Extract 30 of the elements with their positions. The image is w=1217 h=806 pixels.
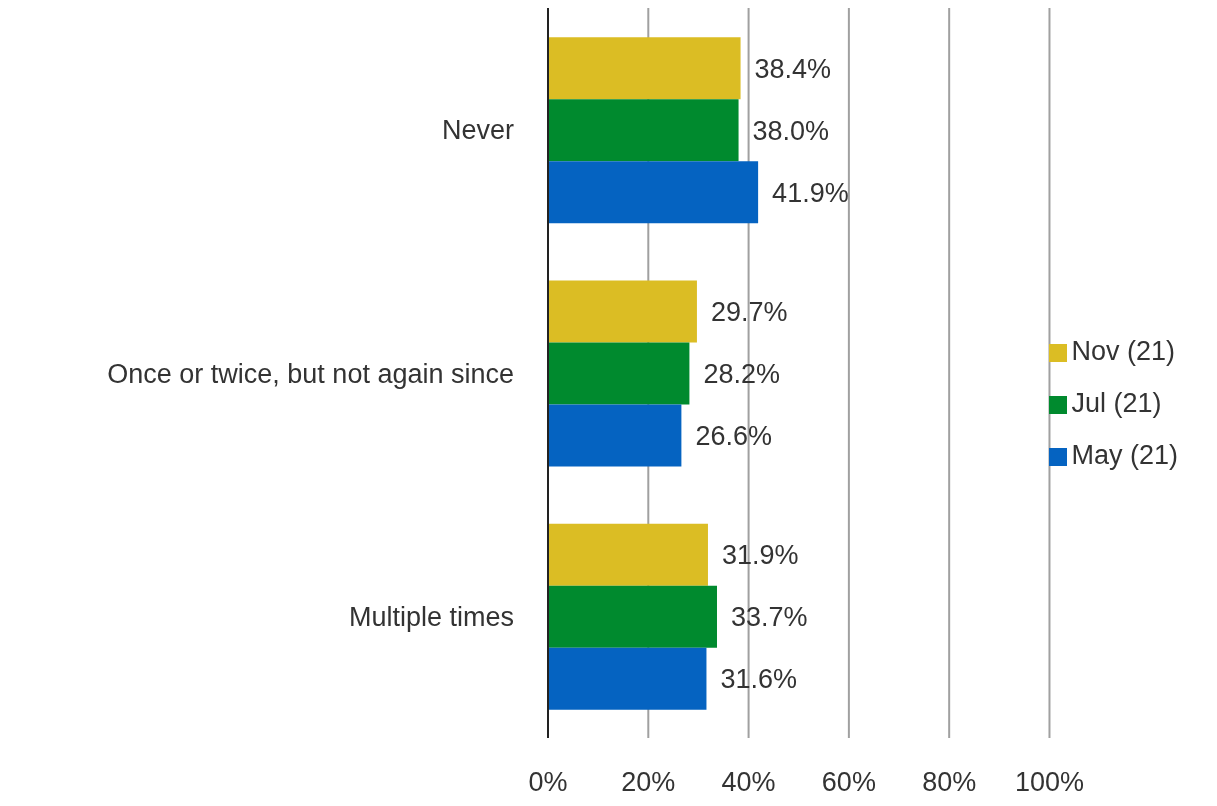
y-tick-label: Multiple times [348,601,514,632]
x-tick-label: 60% [821,767,876,798]
y-tick-label: Once or twice, but not again since [107,358,514,389]
data-label: 31.6% [720,664,798,695]
bar [548,161,759,224]
x-tick-label: 100% [1014,767,1084,798]
data-label: 28.2% [703,359,780,390]
bar [548,523,708,586]
bar [548,585,717,648]
legend-label: Nov (21) [1071,336,1175,366]
bar [548,99,739,162]
bar [548,280,697,343]
legend-label: Jul (21) [1071,388,1162,418]
data-label: 38.4% [754,53,832,84]
data-label: 26.6% [695,421,772,452]
data-label: 31.9% [721,540,799,571]
bar [548,647,707,710]
x-tick-label: 40% [721,767,776,798]
bar [548,342,690,405]
data-label: 33.7% [730,602,808,633]
data-label: 41.9% [772,177,849,208]
x-tick-label: 20% [621,767,676,798]
legend-label: May (21) [1071,440,1178,470]
data-label: 29.7% [710,297,788,328]
x-tick-label: 80% [922,767,977,798]
data-label: 38.0% [752,115,830,146]
bar [548,404,682,467]
y-tick-label: Never [441,115,514,146]
x-tick-label: 0% [528,767,568,798]
bar [548,37,741,100]
